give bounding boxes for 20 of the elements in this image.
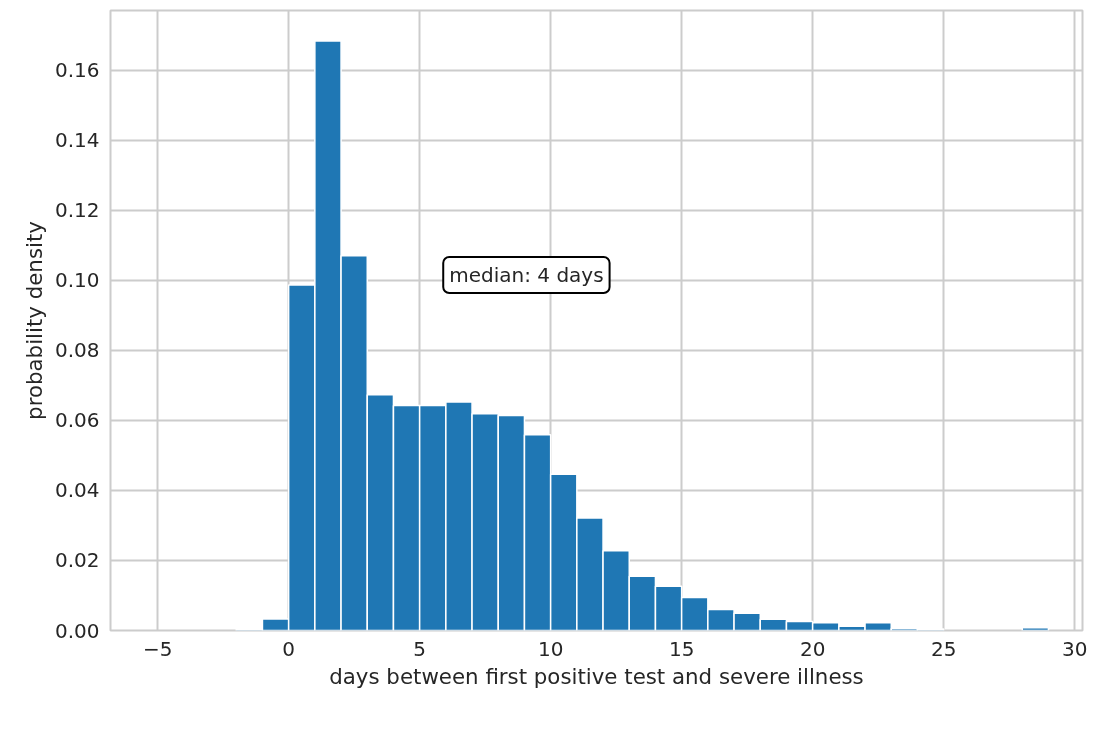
x-tick-label: −5 xyxy=(142,636,173,661)
annotation: median: 4 days xyxy=(449,262,604,287)
y-tick-label: 0.02 xyxy=(54,548,100,573)
x-tick-label: 15 xyxy=(668,636,695,661)
y-tick-label: 0.10 xyxy=(54,268,100,293)
y-tick-label: 0.00 xyxy=(54,618,100,643)
y-tick-label: 0.16 xyxy=(54,58,100,83)
x-tick-label: 20 xyxy=(799,636,826,661)
y-tick-label: 0.06 xyxy=(54,408,100,433)
y-axis-title: probability density xyxy=(21,221,47,420)
x-axis-title: days between first positive test and severe illness xyxy=(329,663,864,689)
x-tick-label: 10 xyxy=(537,636,564,661)
x-tick-label: 30 xyxy=(1061,636,1088,661)
y-tick-label: 0.12 xyxy=(54,198,100,223)
y-tick-label: 0.14 xyxy=(54,128,100,153)
y-tick-label: 0.08 xyxy=(54,338,100,363)
y-tick-label: 0.04 xyxy=(54,478,100,503)
x-tick-label: 5 xyxy=(413,636,427,661)
x-tick-label: 0 xyxy=(282,636,296,661)
x-tick-label: 25 xyxy=(930,636,957,661)
